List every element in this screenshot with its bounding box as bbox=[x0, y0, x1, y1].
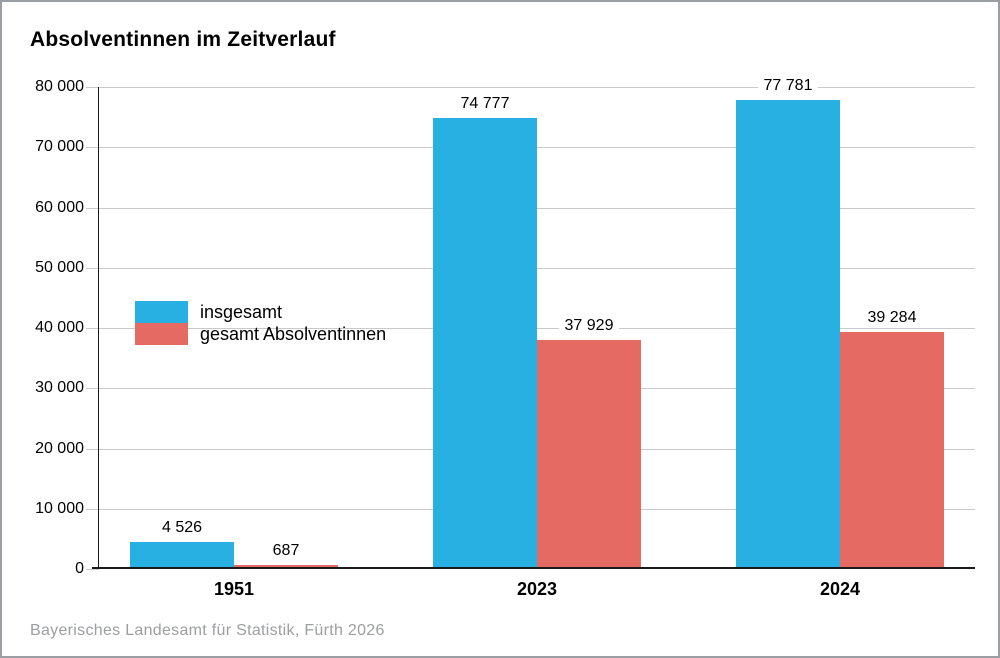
bar-value-label: 37 929 bbox=[519, 316, 659, 335]
source-attribution: Bayerisches Landesamt für Statistik, Für… bbox=[30, 622, 385, 639]
bar-value-text: 77 781 bbox=[757, 77, 819, 95]
bar-insgesamt-1951 bbox=[130, 541, 234, 569]
x-category-label-2024: 2024 bbox=[819, 579, 861, 599]
y-axis-tick-mark bbox=[86, 87, 99, 88]
x-axis-baseline bbox=[92, 567, 975, 569]
bar-value-text: 74 777 bbox=[454, 95, 516, 113]
x-category-label-2023: 2023 bbox=[516, 579, 558, 599]
bar-gesamt-absolventinnen-2024 bbox=[840, 332, 944, 569]
legend-label: insgesamt bbox=[200, 301, 283, 322]
bar-value-text: 687 bbox=[266, 541, 306, 559]
y-axis-tick-mark bbox=[86, 569, 99, 570]
y-axis-tick-label: 20 000 bbox=[35, 439, 84, 457]
bar-value-text: 39 284 bbox=[861, 309, 923, 327]
x-category-label-1951: 1951 bbox=[213, 579, 255, 599]
y-axis-tick-label: 50 000 bbox=[35, 258, 84, 276]
legend-label: gesamt Absolventinnen bbox=[200, 323, 387, 344]
y-axis-tick-mark bbox=[86, 267, 99, 269]
bar-gesamt-absolventinnen-1951 bbox=[234, 564, 338, 569]
chart-legend: insgesamt gesamt Absolventinnen bbox=[135, 301, 386, 345]
bar-insgesamt-2024 bbox=[736, 100, 840, 569]
chart-title: Absolventinnen im Zeitverlauf bbox=[30, 28, 336, 51]
y-axis-tick-mark bbox=[86, 448, 99, 450]
legend-item-absolventinnen: gesamt Absolventinnen bbox=[135, 323, 386, 345]
y-axis-tick-label: 10 000 bbox=[35, 499, 84, 517]
y-axis-tick-label: 80 000 bbox=[35, 78, 84, 95]
gridline bbox=[99, 147, 975, 149]
bar-gesamt-absolventinnen-2023 bbox=[537, 340, 641, 569]
bar-value-label: 687 bbox=[216, 541, 356, 560]
legend-item-insgesamt: insgesamt bbox=[135, 301, 386, 323]
gridline bbox=[99, 267, 975, 269]
y-axis-tick-label: 40 000 bbox=[35, 319, 84, 336]
gridline bbox=[99, 207, 975, 209]
bar-insgesamt-2023 bbox=[433, 118, 537, 569]
legend-swatch-red bbox=[135, 323, 188, 345]
y-axis-tick-mark bbox=[86, 388, 99, 390]
y-axis-tick-mark bbox=[86, 508, 99, 510]
bar-value-text: 4 526 bbox=[155, 518, 209, 536]
bar-value-label: 39 284 bbox=[822, 308, 962, 327]
bar-value-text: 37 929 bbox=[558, 317, 620, 335]
y-axis-tick-mark bbox=[86, 147, 99, 149]
y-axis-tick-mark bbox=[86, 207, 99, 209]
y-axis-line bbox=[98, 87, 99, 569]
bar-value-label: 4 526 bbox=[112, 518, 252, 537]
legend-swatch-blue bbox=[135, 301, 188, 323]
gridline bbox=[99, 87, 975, 88]
bar-value-label: 77 781 bbox=[718, 76, 858, 95]
y-axis-tick-mark bbox=[86, 328, 99, 329]
bar-value-label: 74 777 bbox=[415, 94, 555, 113]
y-axis-tick-label: 70 000 bbox=[35, 138, 84, 156]
y-axis-tick-label: 30 000 bbox=[35, 379, 84, 397]
y-axis-tick-label: 0 bbox=[75, 560, 84, 577]
gridline bbox=[99, 328, 975, 329]
y-axis-tick-label: 60 000 bbox=[35, 198, 84, 216]
